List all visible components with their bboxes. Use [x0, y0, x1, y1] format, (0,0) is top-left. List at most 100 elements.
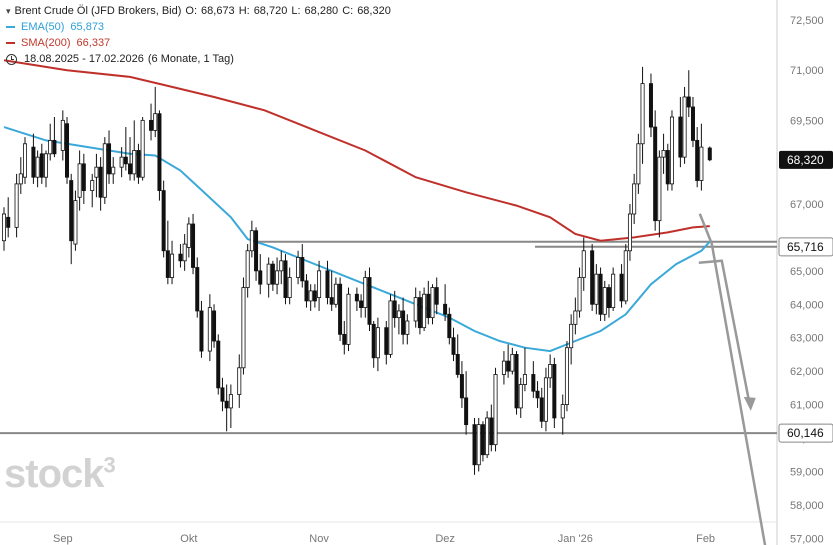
- candle[interactable]: [35, 156, 40, 178]
- candle[interactable]: [472, 424, 477, 466]
- candle[interactable]: [493, 374, 498, 446]
- candle[interactable]: [94, 166, 99, 178]
- candle[interactable]: [396, 310, 401, 319]
- candle[interactable]: [598, 273, 603, 315]
- candle[interactable]: [333, 283, 338, 305]
- candle[interactable]: [258, 270, 263, 285]
- candle[interactable]: [73, 200, 78, 245]
- candle[interactable]: [65, 123, 70, 178]
- candle[interactable]: [300, 257, 305, 282]
- candle[interactable]: [254, 230, 259, 272]
- candle[interactable]: [648, 83, 653, 128]
- candle[interactable]: [632, 183, 637, 215]
- candle[interactable]: [123, 156, 128, 165]
- candle[interactable]: [287, 277, 292, 298]
- candle[interactable]: [665, 150, 670, 185]
- candle[interactable]: [279, 260, 284, 272]
- candle[interactable]: [195, 267, 200, 312]
- candle[interactable]: [594, 273, 599, 305]
- candle[interactable]: [6, 216, 11, 228]
- candle[interactable]: [602, 287, 607, 315]
- candle[interactable]: [48, 140, 53, 155]
- candle[interactable]: [275, 270, 280, 285]
- candle[interactable]: [657, 156, 662, 222]
- candle[interactable]: [476, 424, 481, 466]
- candle[interactable]: [23, 143, 28, 178]
- candle[interactable]: [522, 374, 527, 385]
- candle[interactable]: [623, 250, 628, 302]
- candle[interactable]: [422, 293, 427, 329]
- candle[interactable]: [191, 223, 196, 268]
- candle[interactable]: [149, 119, 154, 131]
- candle[interactable]: [2, 213, 7, 242]
- candle[interactable]: [581, 250, 586, 278]
- candle[interactable]: [312, 290, 317, 302]
- candle[interactable]: [304, 280, 309, 302]
- candle[interactable]: [249, 230, 254, 252]
- candle[interactable]: [480, 424, 485, 456]
- candle[interactable]: [455, 354, 460, 375]
- candle[interactable]: [388, 300, 393, 355]
- candle[interactable]: [69, 180, 74, 242]
- candle[interactable]: [514, 354, 519, 409]
- candle[interactable]: [451, 337, 456, 355]
- candle[interactable]: [296, 257, 301, 278]
- candle[interactable]: [417, 297, 422, 329]
- candle[interactable]: [342, 333, 347, 345]
- candle[interactable]: [590, 250, 595, 305]
- candle[interactable]: [661, 150, 666, 158]
- candle[interactable]: [531, 374, 536, 392]
- candle[interactable]: [489, 417, 494, 446]
- candle[interactable]: [325, 270, 330, 298]
- collapse-chevron-icon[interactable]: ▾: [6, 6, 11, 16]
- candle[interactable]: [375, 327, 380, 359]
- candle[interactable]: [606, 287, 611, 309]
- candle[interactable]: [699, 146, 704, 181]
- candle[interactable]: [569, 323, 574, 349]
- candle[interactable]: [367, 277, 372, 325]
- candle[interactable]: [102, 143, 107, 198]
- candle[interactable]: [18, 173, 23, 185]
- candle[interactable]: [270, 263, 275, 285]
- candle[interactable]: [707, 147, 712, 161]
- candle[interactable]: [39, 153, 44, 178]
- candle[interactable]: [447, 313, 452, 339]
- candle[interactable]: [548, 364, 553, 379]
- candle[interactable]: [678, 116, 683, 158]
- candle[interactable]: [283, 260, 288, 298]
- candle[interactable]: [611, 273, 616, 309]
- candle[interactable]: [510, 354, 515, 372]
- candle[interactable]: [266, 263, 271, 285]
- candle[interactable]: [682, 96, 687, 158]
- candle[interactable]: [77, 163, 82, 198]
- candle[interactable]: [426, 293, 431, 319]
- candle[interactable]: [464, 397, 469, 426]
- candle[interactable]: [178, 253, 183, 262]
- candle[interactable]: [170, 253, 175, 278]
- candle[interactable]: [81, 163, 86, 191]
- candle[interactable]: [224, 400, 229, 409]
- candle[interactable]: [384, 327, 389, 355]
- candle[interactable]: [413, 297, 418, 322]
- candle[interactable]: [111, 166, 116, 175]
- candle[interactable]: [212, 310, 217, 342]
- candle[interactable]: [359, 300, 364, 309]
- candle[interactable]: [392, 300, 397, 319]
- candle[interactable]: [535, 390, 540, 399]
- candle[interactable]: [237, 367, 242, 395]
- candle[interactable]: [695, 140, 700, 181]
- candle[interactable]: [329, 297, 334, 305]
- candle[interactable]: [619, 273, 624, 302]
- candle[interactable]: [653, 126, 658, 222]
- candle[interactable]: [640, 83, 645, 145]
- price-tag-box[interactable]: [779, 150, 833, 169]
- candle[interactable]: [501, 360, 506, 375]
- candle[interactable]: [346, 293, 351, 345]
- candle[interactable]: [354, 293, 359, 302]
- candle[interactable]: [140, 119, 145, 178]
- candle[interactable]: [317, 270, 322, 298]
- candle[interactable]: [552, 364, 557, 419]
- candle[interactable]: [560, 404, 565, 419]
- candle[interactable]: [485, 417, 490, 456]
